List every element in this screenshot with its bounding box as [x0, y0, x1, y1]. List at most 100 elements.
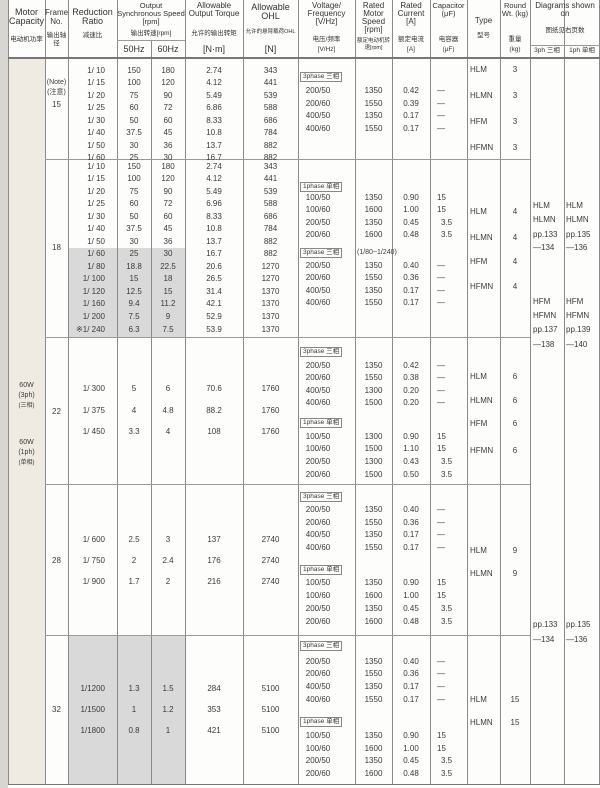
round-weight: 3: [512, 65, 518, 74]
rated-motor-speed: 1600: [364, 769, 383, 778]
allowable-torque: 16.7: [206, 249, 222, 258]
column-divider: [8, 0, 9, 785]
column-divider: [185, 0, 186, 785]
allowable-ohl: 1370: [261, 325, 280, 334]
rated-current: 0.50: [403, 470, 419, 479]
rated-current: 0.42: [403, 361, 419, 370]
rated-motor-speed: 1300: [364, 432, 383, 441]
voltage-frequency: 200/50: [305, 86, 331, 95]
speed-60hz: 36: [163, 237, 173, 246]
diagram-ref-1ph: HLMN: [566, 215, 589, 224]
capacitor-value: 15: [437, 205, 446, 214]
column-divider: [392, 0, 393, 785]
header-output-speed: Output Synchronous Speed [rpm]: [117, 1, 185, 26]
column-divider: [530, 0, 531, 785]
header-60hz: 60Hz: [157, 44, 179, 54]
header-1ph: 1ph 单相: [569, 47, 595, 54]
phase-label: 3phase 三相: [300, 641, 343, 651]
rated-current: 0.17: [403, 286, 419, 295]
allowable-ohl: 441: [263, 78, 278, 87]
capacitor-value: 15: [437, 578, 446, 587]
speed-60hz: 36: [163, 141, 173, 150]
diagram-ref-3ph: —134: [533, 243, 555, 252]
voltage-frequency: 400/60: [305, 543, 331, 552]
voltage-frequency: 100/50: [305, 432, 331, 441]
speed-50hz: 12.5: [126, 287, 142, 296]
round-weight: 6: [512, 446, 518, 455]
allowable-torque: 5.49: [206, 91, 222, 100]
rated-current: 0.48: [403, 617, 419, 626]
speed-60hz: 72: [163, 199, 173, 208]
speed-60hz: 120: [161, 78, 175, 87]
rated-current: 0.17: [403, 124, 419, 133]
round-weight: 4: [512, 207, 518, 216]
motor-type: HLM: [470, 207, 487, 216]
speed-50hz: 25: [129, 249, 139, 258]
voltage-frequency: 100/60: [305, 744, 331, 753]
voltage-frequency: 200/50: [305, 261, 331, 270]
phase-label: 1phase 单相: [300, 717, 343, 727]
rated-motor-speed: 1550: [364, 124, 383, 133]
header-subdivider: [530, 45, 600, 46]
rated-motor-speed: 1350: [364, 86, 383, 95]
allowable-torque: 216: [207, 577, 221, 586]
speed-50hz: 37.5: [126, 128, 142, 137]
voltage-frequency: 200/50: [305, 604, 331, 613]
voltage-frequency: 200/60: [305, 617, 331, 626]
reduction-ratio: 1/ 20: [87, 91, 105, 100]
rated-current: 0.20: [403, 386, 419, 395]
speed-60hz: 72: [163, 103, 173, 112]
allowable-torque: 70.6: [206, 384, 222, 393]
header-motor-speed-cn: 额定电动机转速[rpm]: [356, 38, 390, 51]
rated-motor-speed: 1600: [364, 617, 383, 626]
allowable-torque: 10.8: [206, 128, 222, 137]
voltage-frequency: 200/60: [305, 470, 331, 479]
capacitor-value: —: [437, 505, 445, 514]
rated-current: 1.00: [403, 591, 419, 600]
speed-50hz: 2.5: [128, 535, 140, 544]
column-divider: [500, 0, 501, 785]
diagram-ref-3ph: HFM: [533, 297, 551, 306]
rated-motor-speed: 1500: [364, 444, 383, 453]
section-divider: [45, 337, 530, 338]
header-50hz: 50Hz: [123, 44, 145, 54]
allowable-ohl: 882: [263, 153, 278, 162]
capacitor-value: —: [437, 361, 445, 370]
rated-motor-speed: 1600: [364, 744, 383, 753]
speed-60hz: 4: [165, 427, 171, 436]
reduction-ratio: ※1/ 240: [76, 325, 105, 334]
header-type: Type: [474, 16, 493, 25]
header-voltage: Voltage/ Frequency [V/Hz]: [307, 1, 346, 26]
header-motor-capacity: Motor Capacity: [8, 7, 44, 26]
capacitor-value: 3.5: [441, 769, 453, 778]
rated-current: 0.17: [403, 543, 419, 552]
rated-current: 0.36: [403, 273, 419, 282]
reduction-ratio: 1/ 450: [82, 427, 105, 436]
rated-motor-speed: 1350: [364, 756, 383, 765]
phase-label: 3phase 三相: [300, 492, 343, 502]
rated-motor-speed: 1300: [364, 386, 383, 395]
rated-current: 0.17: [403, 530, 419, 539]
reduction-ratio: 1/ 25: [87, 103, 105, 112]
reduction-ratio: 1/ 750: [82, 556, 105, 565]
motor-type: HLMN: [470, 718, 493, 727]
allowable-ohl: 882: [263, 141, 278, 150]
motor-type: HFMN: [470, 446, 494, 455]
capacitor-value: 15: [437, 193, 446, 202]
reduction-ratio: 1/1500: [80, 705, 105, 714]
capacitor-value: —: [437, 124, 445, 133]
header-capacitor: Capacitor (μF): [432, 1, 465, 18]
allowable-torque: 88.2: [206, 406, 222, 415]
voltage-frequency: 200/60: [305, 769, 331, 778]
voltage-frequency: 400/50: [305, 111, 331, 120]
motor-capacity-3ph-label: (3ph): [18, 392, 35, 399]
allowable-ohl: 1760: [261, 427, 280, 436]
header-motor-capacity-cn: 电动机功率: [10, 36, 43, 43]
voltage-frequency: 200/60: [305, 373, 331, 382]
voltage-frequency: 100/60: [305, 444, 331, 453]
speed-50hz: 3.3: [128, 427, 140, 436]
capacitor-value: —: [437, 695, 445, 704]
header-ohl: Allowable OHL: [251, 2, 290, 21]
voltage-frequency: 100/50: [305, 193, 331, 202]
rated-motor-speed: 1350: [364, 261, 383, 270]
